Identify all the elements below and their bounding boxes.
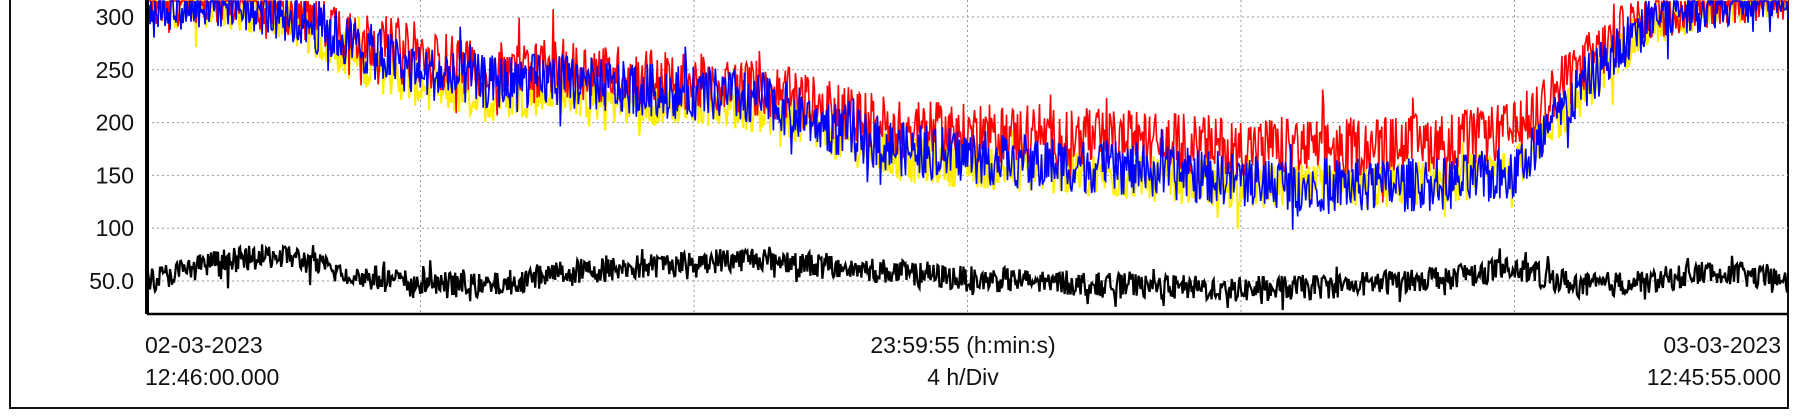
x-start-time: 12:46:00.000 [145,364,279,390]
x-end-date: 03-03-2023 [1663,332,1781,358]
y-tick-label: 150 [96,162,134,188]
x-scale-label: 4 h/Div [927,364,999,390]
x-end-time: 12:45:55.000 [1647,364,1781,390]
y-tick-label: 300 [96,4,134,30]
series-line-3 [146,0,1789,230]
series-line-2 [146,0,1789,203]
series-line-4 [145,244,1790,311]
y-tick-label: 250 [96,57,134,83]
series-layer [145,0,1790,311]
y-tick-label: 100 [96,215,134,241]
chart-border [9,0,1789,409]
y-tick-label: 50.0 [89,268,134,294]
x-start-date: 02-03-2023 [145,332,263,358]
y-tick-labels: 300 250 200 150 100 50.0 [89,4,134,294]
x-span-label: 23:59:55 (h:min:s) [870,332,1055,358]
axes [145,0,1788,316]
y-tick-label: 200 [96,110,134,136]
